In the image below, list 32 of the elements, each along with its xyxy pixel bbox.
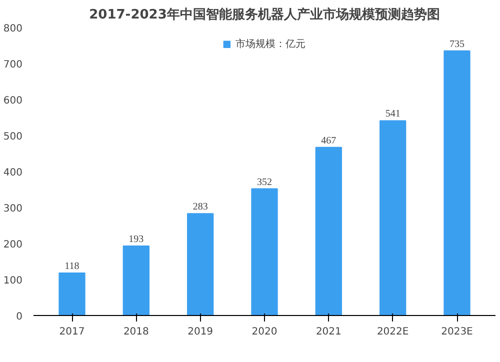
data-label: 735 [450, 38, 464, 50]
y-tick-label: 400 [3, 168, 23, 178]
y-tick-label: 500 [3, 132, 23, 142]
bar [122, 246, 150, 316]
x-tick-label: 2022E [376, 326, 409, 338]
y-tick-label: 800 [3, 24, 23, 34]
y-tick-label: 600 [3, 96, 23, 106]
data-label: 118 [64, 261, 80, 272]
bar [58, 272, 86, 316]
x-tick-label: 2018 [123, 326, 149, 338]
bar [444, 50, 470, 316]
x-tick-label: 2023E [441, 326, 473, 338]
legend-label: 市场规模：亿元 [236, 38, 306, 51]
bar [315, 146, 342, 316]
data-label: 467 [321, 135, 336, 146]
y-tick-label: 0 [16, 312, 23, 322]
data-label: 541 [385, 108, 400, 120]
bar [380, 120, 406, 316]
x-tick-label: 2019 [188, 326, 214, 338]
bar [251, 188, 278, 316]
y-tick-label: 100 [3, 276, 23, 286]
x-tick-label: 2017 [59, 326, 85, 338]
bar [187, 213, 214, 316]
y-tick-label: 300 [3, 204, 23, 214]
data-label: 352 [257, 176, 272, 188]
data-label: 193 [128, 234, 144, 246]
chart-title: 2017-2023年中国智能服务机器人产业市场规模预测趋势图 [89, 6, 440, 22]
data-label: 283 [192, 202, 208, 213]
x-tick-label: 2021 [316, 326, 342, 338]
x-tick-label: 2020 [252, 326, 278, 338]
y-tick-label: 200 [3, 240, 23, 250]
y-tick-label: 700 [3, 60, 23, 70]
